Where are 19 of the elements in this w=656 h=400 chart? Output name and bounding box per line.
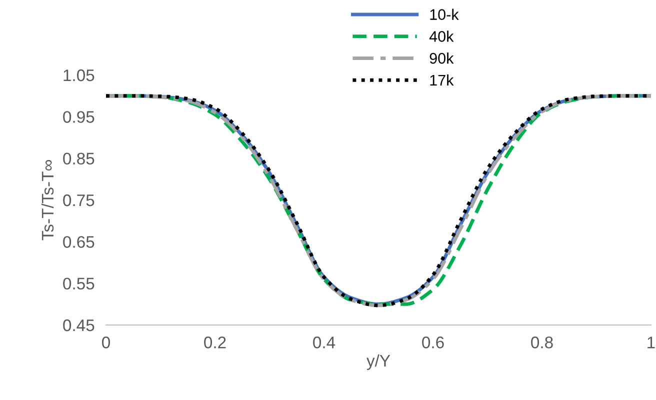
y-tick-label: 0.55 xyxy=(63,278,94,290)
x-axis-title: y/Y xyxy=(366,354,390,370)
x-tick-label: 1 xyxy=(648,336,655,348)
y-axis-title: Ts-T/Ts-T∞ xyxy=(41,160,54,240)
x-tick-label: 0 xyxy=(102,336,110,348)
y-tick-label: 0.85 xyxy=(63,152,94,165)
legend-label: 10-k xyxy=(430,8,459,20)
y-tick-label: 1.05 xyxy=(64,69,94,82)
legend-label: 40k xyxy=(429,30,454,42)
y-tick-label: 0.45 xyxy=(63,319,94,332)
x-tick-label: 0.8 xyxy=(531,336,553,348)
x-tick-label: 0.6 xyxy=(422,336,444,348)
x-tick-label: 0.4 xyxy=(313,336,336,348)
x-tick-label: 0.2 xyxy=(204,336,226,348)
y-tick-label: 0.65 xyxy=(63,236,94,248)
legend-label: 17k xyxy=(430,74,454,86)
y-tick-label: 0.95 xyxy=(63,111,94,123)
legend-label: 90k xyxy=(430,52,454,64)
y-tick-label: 0.75 xyxy=(63,194,94,206)
